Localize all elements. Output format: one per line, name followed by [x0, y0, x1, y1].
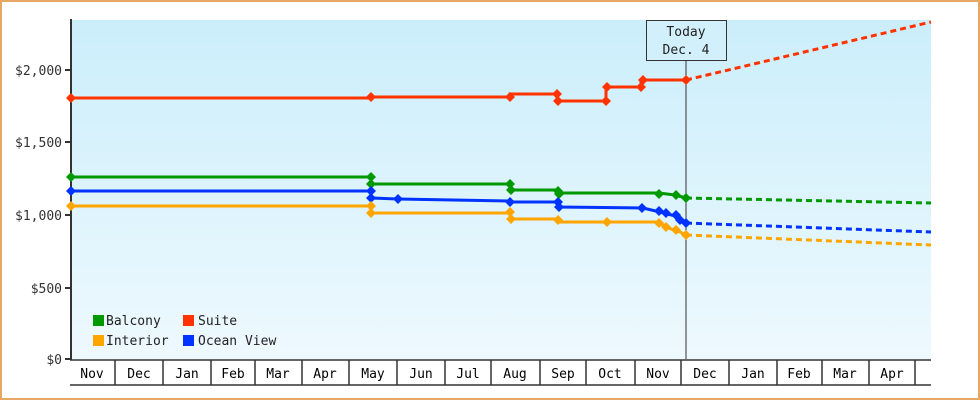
legend-item-suite[interactable]: Suite: [183, 314, 237, 329]
x-label-nov: Nov: [80, 367, 104, 382]
x-label-apr-2: Apr: [880, 367, 904, 382]
series-interior: [66, 201, 932, 247]
legend-item-interior[interactable]: Interior: [93, 334, 169, 349]
series-suite: [66, 20, 932, 106]
x-label-aug: Aug: [503, 367, 526, 382]
x-label-sep: Sep: [551, 367, 575, 382]
y-label-2000: $2,000: [15, 64, 62, 79]
x-axis: [70, 359, 931, 386]
x-labels: Nov Dec Jan Feb Mar Apr May Jun Jul Aug …: [80, 367, 904, 382]
x-label-mar: Mar: [266, 367, 290, 382]
svg-text:Balcony: Balcony: [106, 314, 161, 329]
x-label-mar-2: Mar: [833, 367, 857, 382]
x-label-oct: Oct: [598, 367, 621, 382]
series-balcony: [66, 172, 932, 205]
x-label-may: May: [361, 367, 385, 382]
x-label-dec-2: Dec: [693, 367, 716, 382]
suite-swatch-icon: [183, 315, 194, 326]
x-label-dec: Dec: [127, 367, 150, 382]
y-label-500: $500: [31, 282, 62, 297]
y-label-0: $0: [46, 353, 62, 368]
svg-text:Interior: Interior: [106, 334, 169, 349]
legend-item-ocean-view[interactable]: Ocean View: [183, 334, 276, 349]
series-ocean-view: [66, 186, 932, 234]
today-date: Dec. 4: [663, 43, 710, 58]
y-ticks: $2,000 $1,500 $1,000 $500 $0: [15, 64, 71, 368]
x-label-jul: Jul: [456, 367, 479, 382]
x-label-feb-2: Feb: [787, 367, 811, 382]
x-label-feb: Feb: [221, 367, 245, 382]
x-label-jan-2: Jan: [741, 367, 764, 382]
svg-text:Ocean View: Ocean View: [198, 334, 276, 349]
svg-text:Suite: Suite: [198, 314, 237, 329]
legend-item-balcony[interactable]: Balcony: [93, 314, 161, 329]
x-label-nov-2: Nov: [646, 367, 670, 382]
y-label-1000: $1,000: [15, 209, 62, 224]
x-label-jun: Jun: [409, 367, 432, 382]
y-label-1500: $1,500: [15, 136, 62, 151]
balcony-swatch-icon: [93, 315, 104, 326]
interior-swatch-icon: [93, 335, 104, 346]
x-label-apr: Apr: [313, 367, 337, 382]
today-label: Today: [666, 25, 705, 40]
today-annotation: Today Dec. 4: [646, 20, 727, 61]
x-label-jan: Jan: [175, 367, 198, 382]
legend: Balcony Suite Interior Ocean View: [93, 314, 276, 349]
ocean-view-swatch-icon: [183, 335, 194, 346]
